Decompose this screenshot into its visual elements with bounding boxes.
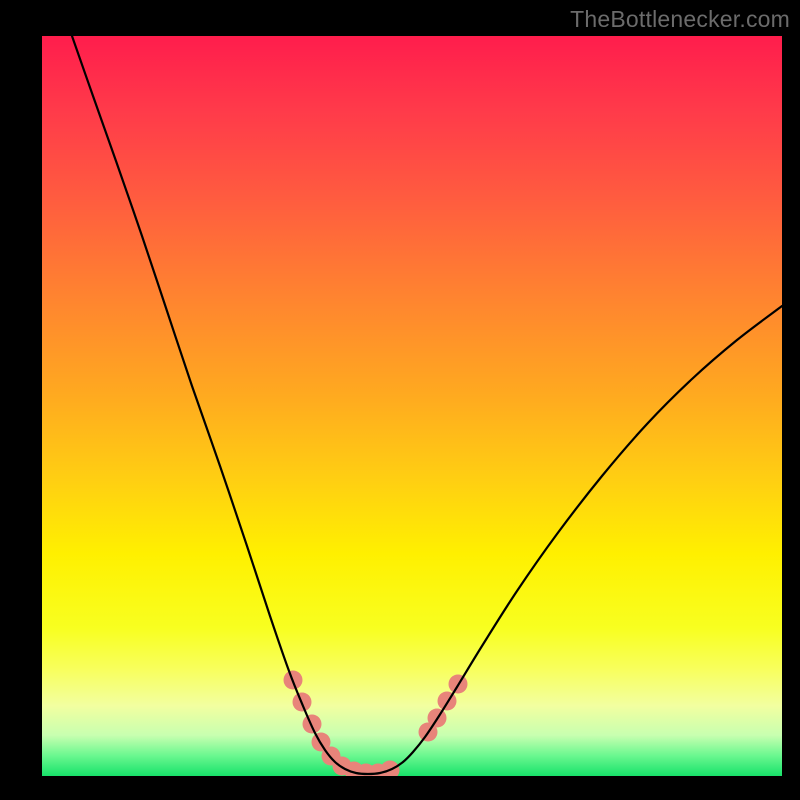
plot-area [42, 36, 782, 776]
watermark-text: TheBottlenecker.com [570, 6, 790, 33]
chart-svg [42, 36, 782, 776]
bottleneck-curve [72, 36, 782, 774]
